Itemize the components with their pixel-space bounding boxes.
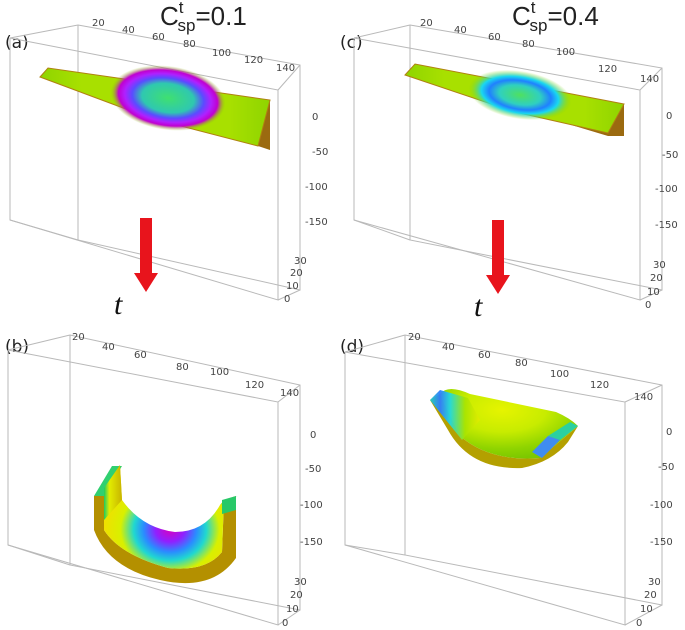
x-tick: 20 <box>92 18 105 29</box>
z-tick: -100 <box>300 500 323 511</box>
time-label: t <box>114 288 123 321</box>
z-tick: -50 <box>312 147 328 158</box>
z-tick: 0 <box>312 112 318 123</box>
x-tick: 120 <box>590 380 609 391</box>
x-tick: 40 <box>454 25 467 36</box>
y-tick: 0 <box>636 618 642 629</box>
x-tick: 60 <box>152 32 165 43</box>
x-tick: 100 <box>212 48 231 59</box>
panel-a: (a) 20 40 60 80 100 120 140 0 -50 -100 -… <box>5 18 328 321</box>
heading-left: Ct sp=0.1 <box>160 0 247 35</box>
x-tick: 80 <box>183 39 196 50</box>
x-tick: 120 <box>244 55 263 66</box>
z-tick: -150 <box>300 537 323 548</box>
membrane-surface <box>39 65 271 150</box>
bounding-box <box>7 334 301 626</box>
panel-d: (d) 20 40 60 80 100 120 140 0 -50 -100 -… <box>340 332 674 629</box>
z-tick: -50 <box>662 150 678 161</box>
y-tick: 0 <box>284 294 290 305</box>
z-tick: 0 <box>666 427 672 438</box>
membrane-surface <box>404 63 625 136</box>
panel-label: (a) <box>5 33 29 53</box>
bowl-surface <box>94 465 238 584</box>
x-axis-ticks: 20 40 60 80 100 120 140 <box>72 332 299 399</box>
z-tick: -100 <box>650 500 673 511</box>
y-tick: 10 <box>647 287 660 298</box>
y-tick: 0 <box>645 300 651 311</box>
x-tick: 100 <box>550 369 569 380</box>
z-tick: -150 <box>305 217 328 228</box>
time-arrow <box>134 218 158 292</box>
y-tick: 10 <box>286 604 299 615</box>
z-axis-ticks: 0 -50 -100 -150 <box>650 427 674 548</box>
z-tick: -150 <box>655 220 678 231</box>
y-tick: 0 <box>282 618 288 629</box>
x-tick: 120 <box>245 380 264 391</box>
x-tick: 80 <box>176 362 189 373</box>
x-tick: 60 <box>478 350 491 361</box>
x-tick: 60 <box>488 32 501 43</box>
z-tick: -50 <box>658 462 674 473</box>
z-tick: -100 <box>655 184 678 195</box>
time-label: t <box>474 290 483 323</box>
x-tick: 20 <box>408 332 421 343</box>
y-tick: 30 <box>653 260 666 271</box>
x-tick: 140 <box>640 74 659 85</box>
z-tick: -50 <box>305 464 321 475</box>
x-tick: 140 <box>280 388 299 399</box>
x-tick: 80 <box>515 358 528 369</box>
bowl-surface <box>430 389 578 469</box>
y-axis-ticks: 30 20 10 0 <box>636 577 661 629</box>
x-tick: 40 <box>102 342 115 353</box>
heading-right: Ct sp=0.4 <box>512 0 599 35</box>
panel-c: (c) 20 40 60 80 100 120 140 0 -50 -100 -… <box>340 18 678 323</box>
y-tick: 20 <box>290 268 303 279</box>
y-tick: 30 <box>294 577 307 588</box>
y-tick: 30 <box>294 256 307 267</box>
z-axis-ticks: 0 -50 -100 -150 <box>655 111 678 231</box>
z-axis-ticks: 0 -50 -100 -150 <box>305 112 328 228</box>
y-tick: 10 <box>286 281 299 292</box>
z-axis-ticks: 0 -50 -100 -150 <box>300 430 323 548</box>
time-arrow <box>486 220 510 294</box>
z-tick: -100 <box>305 182 328 193</box>
z-tick: -150 <box>650 537 673 548</box>
y-axis-ticks: 30 20 10 0 <box>645 260 666 311</box>
x-tick: 120 <box>598 64 617 75</box>
x-axis-ticks: 20 40 60 80 100 120 140 <box>420 18 659 85</box>
x-tick: 100 <box>210 367 229 378</box>
x-tick: 80 <box>522 39 535 50</box>
panel-label: (b) <box>5 337 29 357</box>
x-axis-ticks: 20 40 60 80 100 120 140 <box>92 18 295 74</box>
bounding-box <box>344 334 663 626</box>
x-tick: 60 <box>134 350 147 361</box>
z-tick: 0 <box>310 430 316 441</box>
x-tick: 140 <box>276 63 295 74</box>
x-tick: 20 <box>420 18 433 29</box>
x-tick: 40 <box>442 342 455 353</box>
panel-b: (b) 20 40 60 80 100 120 140 0 -50 -100 -… <box>5 332 323 629</box>
y-tick: 20 <box>644 590 657 601</box>
x-tick: 140 <box>634 392 653 403</box>
y-axis-ticks: 30 20 10 0 <box>282 577 307 629</box>
x-tick: 100 <box>556 47 575 58</box>
y-tick: 20 <box>290 590 303 601</box>
x-tick: 40 <box>122 25 135 36</box>
bounding-box <box>353 24 663 301</box>
y-tick: 10 <box>640 604 653 615</box>
y-tick: 30 <box>648 577 661 588</box>
y-tick: 20 <box>650 273 663 284</box>
z-tick: 0 <box>666 111 672 122</box>
y-axis-ticks: 30 20 10 0 <box>284 256 307 305</box>
panel-label: (d) <box>340 337 364 357</box>
panel-label: (c) <box>340 33 363 53</box>
x-tick: 20 <box>72 332 85 343</box>
x-axis-ticks: 20 40 60 80 100 120 140 <box>408 332 653 403</box>
